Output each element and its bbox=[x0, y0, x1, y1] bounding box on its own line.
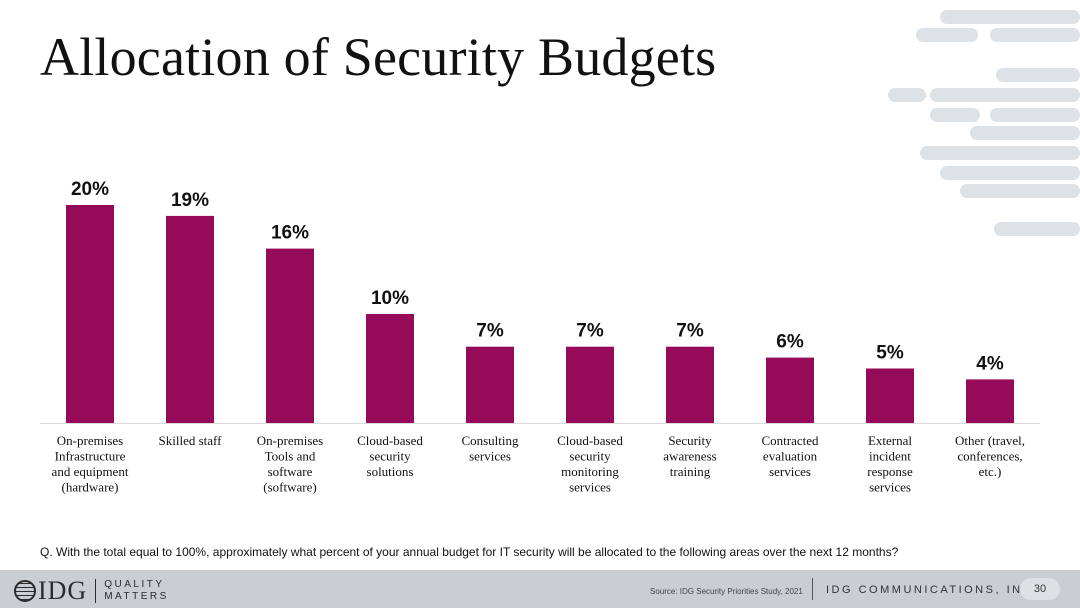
idg-logo: IDG QUALITY MATTERS bbox=[14, 576, 169, 606]
category-label: Cloud-based security solutions bbox=[357, 433, 423, 479]
data-label: 7% bbox=[676, 321, 704, 342]
data-label: 4% bbox=[976, 353, 1004, 374]
source-note: Source: IDG Security Priorities Study, 2… bbox=[650, 587, 803, 596]
category-label: Other (travel, conferences, etc.) bbox=[955, 433, 1025, 479]
bar bbox=[466, 346, 514, 423]
category-label: Skilled staff bbox=[159, 433, 223, 448]
category-label: Cloud-based security monitoring services bbox=[557, 433, 623, 495]
brand-name: IDG bbox=[38, 576, 88, 605]
bar-chart: 20% On-premises Infrastructure and equipmen… bbox=[40, 179, 1040, 495]
bar bbox=[66, 205, 114, 423]
bar bbox=[366, 314, 414, 423]
bar bbox=[266, 248, 314, 423]
tagline-line-1: QUALITY bbox=[104, 579, 165, 590]
slide-title: Allocation of Security Budgets bbox=[40, 27, 717, 87]
data-label: 20% bbox=[71, 179, 109, 200]
data-label: 7% bbox=[476, 321, 504, 342]
bar bbox=[666, 346, 714, 423]
category-label: Consulting services bbox=[461, 433, 519, 464]
company-name: IDG COMMUNICATIONS, INC. bbox=[826, 584, 1039, 596]
category-label: On-premises Tools and software (software) bbox=[257, 433, 323, 495]
data-label: 10% bbox=[371, 288, 409, 309]
category-label: Security awareness training bbox=[663, 433, 716, 479]
data-label: 7% bbox=[576, 321, 604, 342]
bar bbox=[566, 346, 614, 423]
bar bbox=[166, 215, 214, 423]
bar bbox=[966, 379, 1014, 423]
page-number: 30 bbox=[1020, 578, 1060, 600]
data-label: 19% bbox=[171, 190, 209, 211]
survey-question: Q. With the total equal to 100%, approxi… bbox=[40, 545, 899, 559]
data-label: 5% bbox=[876, 343, 904, 364]
decorative-stripes bbox=[888, 0, 1080, 250]
bar bbox=[866, 368, 914, 423]
category-label: On-premises Infrastructure and equipment (h… bbox=[52, 433, 129, 495]
footer-bar: IDG QUALITY MATTERS Source: IDG Security… bbox=[0, 570, 1080, 608]
category-label: Contracted evaluation services bbox=[761, 433, 819, 479]
footer-divider bbox=[812, 578, 813, 600]
globe-icon bbox=[14, 580, 36, 602]
data-label: 6% bbox=[776, 332, 804, 353]
tagline-line-2: MATTERS bbox=[104, 591, 169, 602]
data-label: 16% bbox=[271, 223, 309, 244]
bar bbox=[766, 357, 814, 423]
tagline: QUALITY MATTERS bbox=[104, 579, 169, 603]
category-label: External incident response services bbox=[867, 433, 913, 495]
logo-divider bbox=[95, 579, 97, 603]
